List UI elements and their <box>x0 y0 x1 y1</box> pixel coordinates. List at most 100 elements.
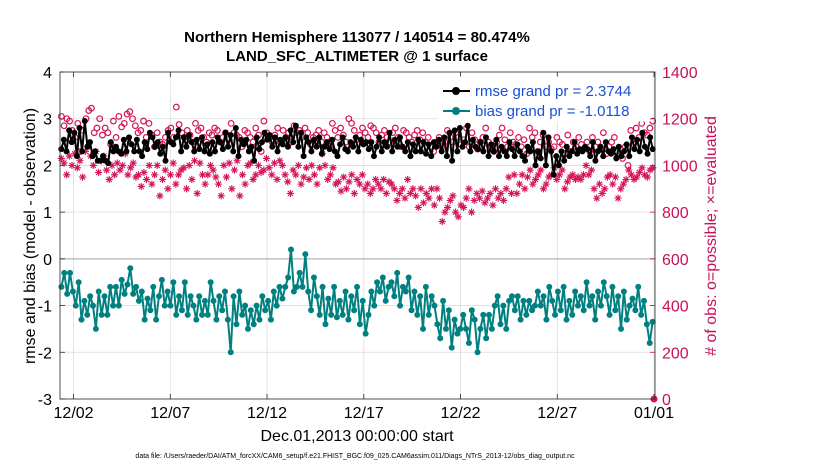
point-1-106 <box>362 330 369 337</box>
point-3-54 <box>201 180 209 188</box>
point-3-25 <box>124 171 132 179</box>
point-3-168 <box>505 173 513 181</box>
point-3-207 <box>609 180 617 188</box>
point-3-203 <box>598 189 606 198</box>
point-2-122 <box>391 124 399 132</box>
point-0-92 <box>298 129 305 136</box>
point-3-186 <box>553 175 561 184</box>
point-0-194 <box>563 143 570 150</box>
point-0-29 <box>133 136 140 143</box>
point-1-105 <box>359 297 366 304</box>
point-3-102 <box>329 164 337 172</box>
point-0-156 <box>464 122 471 129</box>
point-1-129 <box>428 293 435 300</box>
point-3-153 <box>465 185 473 193</box>
y-left-tick-label-0: -3 <box>38 392 52 409</box>
point-1-120 <box>402 288 409 295</box>
point-0-136 <box>412 148 419 155</box>
point-1-98 <box>339 311 346 318</box>
point-3-94 <box>308 161 316 170</box>
point-1-143 <box>468 307 475 314</box>
point-3-100 <box>324 175 332 184</box>
point-3-201 <box>593 194 601 202</box>
point-1-91 <box>319 283 326 290</box>
point-1-2 <box>64 290 71 297</box>
point-3-42 <box>169 159 177 167</box>
series-layer <box>57 103 658 403</box>
point-3-31 <box>140 168 148 177</box>
point-0-176 <box>516 148 523 155</box>
point-1-97 <box>336 297 343 304</box>
point-0-152 <box>454 148 461 155</box>
y-right-tick-label-0: 0 <box>662 392 671 409</box>
point-3-159 <box>481 199 489 207</box>
point-1-40 <box>173 311 180 318</box>
point-1-67 <box>250 321 257 328</box>
point-0-163 <box>482 134 489 141</box>
y-right-tick-label-2: 400 <box>662 299 689 316</box>
point-3-22 <box>116 166 124 174</box>
point-2-42 <box>172 103 180 111</box>
point-1-139 <box>457 325 464 332</box>
point-3-128 <box>398 185 406 193</box>
point-0-54 <box>198 134 205 141</box>
point-1-47 <box>193 316 200 323</box>
point-1-93 <box>325 295 332 302</box>
point-3-55 <box>204 171 212 179</box>
point-3-126 <box>393 196 401 205</box>
point-0-57 <box>206 150 213 157</box>
point-1-205 <box>646 339 653 346</box>
point-1-146 <box>477 325 484 332</box>
point-1-135 <box>445 307 452 314</box>
point-3-69 <box>241 180 249 188</box>
point-0-141 <box>425 141 432 148</box>
point-1-4 <box>69 288 76 295</box>
point-3-147 <box>449 192 457 200</box>
point-3-39 <box>161 166 169 174</box>
legend-label-bias: bias grand pr = -1.0118 <box>475 103 629 120</box>
point-1-137 <box>451 316 458 323</box>
point-0-82 <box>271 134 278 141</box>
point-3-173 <box>518 171 526 179</box>
point-1-126 <box>420 325 427 332</box>
point-0-99 <box>316 134 323 141</box>
point-1-134 <box>442 325 449 332</box>
point-1-123 <box>411 288 418 295</box>
point-2-57 <box>214 126 221 134</box>
point-3-67 <box>236 192 244 200</box>
point-0-41 <box>165 129 172 136</box>
point-3-139 <box>428 185 436 193</box>
point-0-3 <box>66 127 73 134</box>
point-3-119 <box>374 180 382 188</box>
point-1-130 <box>431 302 438 309</box>
x-tick-label-2: 12/12 <box>247 405 287 422</box>
chart-title-line1: Northern Hemisphere 113077 / 140514 = 80… <box>184 29 530 46</box>
point-0-170 <box>501 148 508 155</box>
point-0-133 <box>404 139 411 146</box>
point-3-180 <box>537 166 545 174</box>
point-1-110 <box>374 279 381 286</box>
point-1-140 <box>460 311 467 318</box>
point-0-158 <box>469 136 476 143</box>
point-3-83 <box>278 161 287 170</box>
point-3-187 <box>555 171 564 179</box>
point-3-63 <box>225 159 233 167</box>
point-0-19 <box>107 139 114 146</box>
point-0-150 <box>449 157 456 164</box>
point-1-124 <box>414 311 421 318</box>
point-2-30 <box>140 117 147 125</box>
point-0-2 <box>63 148 70 155</box>
point-0-43 <box>170 141 177 148</box>
legend: rmse grand pr = 2.3744 bias grand pr = -… <box>437 76 651 122</box>
point-0-120 <box>370 153 377 160</box>
point-3-18 <box>105 175 113 184</box>
point-3-35 <box>150 171 159 179</box>
point-2-169 <box>520 136 528 144</box>
point-3-189 <box>561 185 569 193</box>
point-0-12 <box>89 153 96 160</box>
point-0-177 <box>519 153 526 160</box>
point-0-85 <box>279 141 286 148</box>
point-1-121 <box>405 274 412 281</box>
point-0-90 <box>292 122 299 129</box>
point-3-143 <box>438 217 446 226</box>
